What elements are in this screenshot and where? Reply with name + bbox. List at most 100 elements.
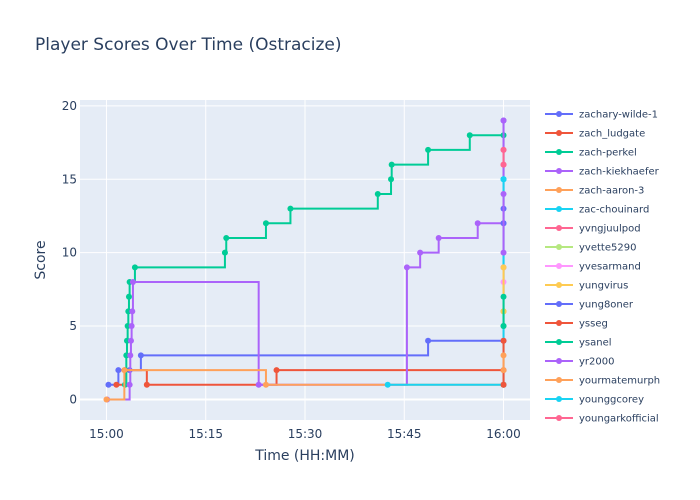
series-yourmatemurph (500, 352, 507, 374)
legend-item[interactable]: yr2000 (545, 357, 614, 368)
legend-item[interactable]: zach-aaron-3 (545, 186, 644, 197)
data-point (221, 249, 228, 256)
data-point (500, 293, 507, 300)
y-tick-label: 5 (69, 319, 77, 333)
legend-item[interactable]: younggcorey (545, 395, 644, 406)
legend-item[interactable]: zach_ludgate (545, 129, 645, 140)
legend-label: zac-chouinard (579, 205, 649, 216)
legend-swatch-marker (556, 168, 562, 174)
data-point (127, 352, 134, 359)
legend-item[interactable]: ysseg (545, 319, 608, 330)
y-tick-label: 20 (62, 99, 77, 113)
data-point (500, 190, 507, 197)
legend-item[interactable]: zach-perkel (545, 148, 637, 159)
legend-swatch-marker (556, 377, 562, 383)
legend-item[interactable]: yungvirus (545, 281, 628, 292)
legend-item[interactable]: yvngjuulpod (545, 224, 641, 235)
legend-item[interactable]: zachary-wilde-1 (545, 110, 658, 121)
legend-item[interactable]: yvesarmand (545, 262, 641, 273)
data-point (131, 264, 138, 271)
legend-label: yungvirus (579, 281, 628, 292)
data-point (474, 220, 481, 227)
legend-label: zach-perkel (579, 148, 637, 159)
data-point (500, 337, 507, 344)
data-point (143, 381, 150, 388)
y-tick-label: 15 (62, 172, 77, 186)
data-point (435, 234, 442, 241)
legend-item[interactable]: yung8oner (545, 300, 634, 311)
data-point (384, 381, 391, 388)
data-point (126, 381, 133, 388)
data-point (223, 234, 230, 241)
x-axis-ticks: 15:00 15:15 15:30 15:45 16:00 (89, 427, 521, 441)
legend-item[interactable]: youngarkofficial (545, 414, 659, 425)
legend-swatch-marker (556, 396, 562, 402)
legend-label: zachary-wilde-1 (579, 110, 658, 121)
legend-swatch-marker (556, 149, 562, 155)
x-tick-label: 15:45 (387, 427, 422, 441)
legend-label: yourmatemurph (579, 376, 660, 387)
x-axis-title: Time (HH:MM) (254, 448, 355, 464)
legend-item[interactable]: yourmatemurph (545, 376, 660, 387)
data-point (388, 161, 395, 168)
data-point (273, 367, 280, 374)
data-point (403, 264, 410, 271)
data-point (500, 146, 507, 153)
data-point (129, 279, 136, 286)
data-point (374, 190, 381, 197)
data-point (500, 249, 507, 256)
grid (80, 100, 530, 420)
data-point (125, 293, 132, 300)
data-point (287, 205, 294, 212)
data-point (500, 161, 507, 168)
data-point (500, 264, 507, 271)
legend-swatch-marker (556, 282, 562, 288)
legend[interactable]: zachary-wilde-1 zach_ludgate zach-perkel za… (545, 110, 660, 425)
data-point (500, 367, 507, 374)
legend-swatch-marker (556, 187, 562, 193)
legend-label: yvesarmand (579, 262, 641, 273)
legend-swatch-marker (556, 225, 562, 231)
legend-item[interactable]: zac-chouinard (545, 205, 649, 216)
data-point (262, 381, 269, 388)
legend-item[interactable]: yvette5290 (545, 243, 636, 254)
legend-label: younggcorey (579, 395, 644, 406)
legend-swatch-marker (556, 301, 562, 307)
data-point (128, 323, 135, 330)
data-point (255, 381, 262, 388)
series-youngarkofficial (500, 146, 507, 168)
y-axis-title: Score (33, 240, 49, 279)
data-point (105, 381, 112, 388)
legend-swatch-marker (556, 339, 562, 345)
series-layer (103, 117, 507, 403)
data-point (425, 337, 432, 344)
data-point (127, 337, 134, 344)
legend-item[interactable]: zach-kiekhaefer (545, 167, 660, 178)
data-point (388, 176, 395, 183)
y-tick-label: 0 (69, 392, 77, 406)
legend-item[interactable]: ysanel (545, 338, 612, 349)
data-point (500, 352, 507, 359)
x-tick-label: 16:00 (486, 427, 521, 441)
data-point (137, 352, 144, 359)
legend-label: yvngjuulpod (579, 224, 641, 235)
legend-label: zach_ludgate (579, 129, 645, 140)
x-tick-label: 15:00 (89, 427, 124, 441)
legend-label: zach-kiekhaefer (579, 167, 660, 178)
legend-swatch-marker (556, 358, 562, 364)
legend-swatch-marker (556, 415, 562, 421)
legend-label: yung8oner (579, 300, 634, 311)
series-ysanel (500, 293, 507, 330)
legend-swatch-marker (556, 320, 562, 326)
data-point (113, 381, 120, 388)
data-point (121, 367, 128, 374)
data-point (425, 146, 432, 153)
legend-swatch-marker (556, 130, 562, 136)
legend-label: yvette5290 (579, 243, 636, 254)
data-point (115, 367, 122, 374)
y-tick-label: 10 (62, 246, 77, 260)
legend-swatch-marker (556, 263, 562, 269)
data-point (466, 132, 473, 139)
data-point (129, 308, 136, 315)
legend-swatch-marker (556, 206, 562, 212)
